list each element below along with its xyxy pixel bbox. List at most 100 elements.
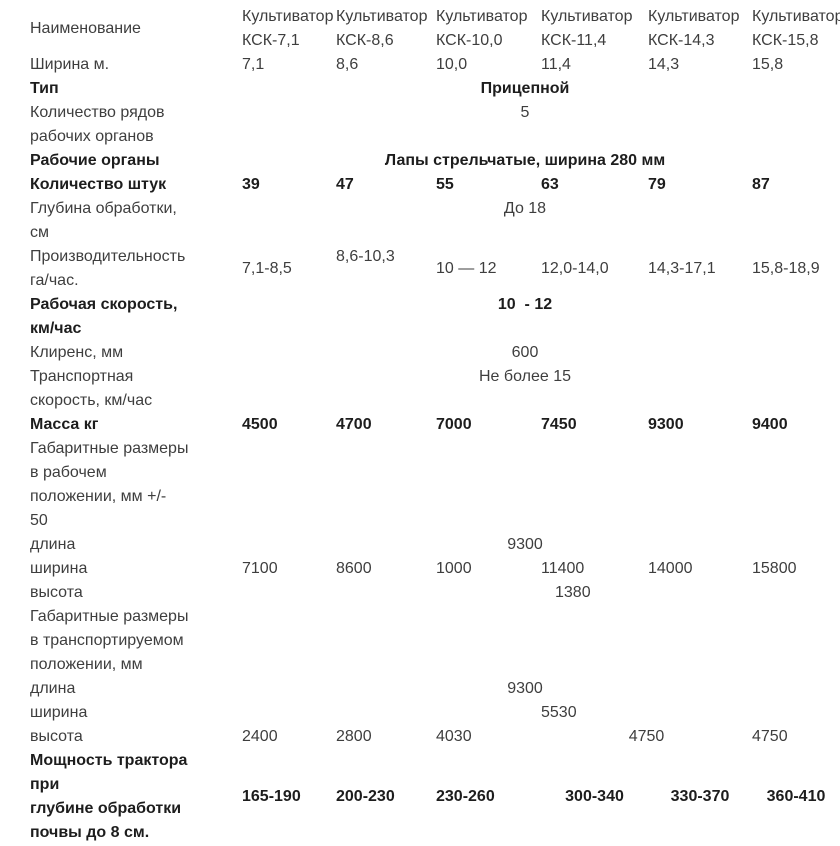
column-header: Культиватор КСК-15,8 [752, 8, 840, 49]
merged-value: 10 - 12 [497, 296, 553, 313]
empty-cells [242, 605, 840, 677]
merged-value: 9300 [507, 536, 543, 553]
row-header: Наименование Культиватор КСК-7,1 Культив… [30, 5, 840, 53]
cell-value: 55 [436, 176, 454, 193]
column-header: Культиватор КСК-10,0 [436, 8, 528, 49]
cell-value: 8,6-10,3 [336, 248, 395, 265]
row-label: Рабочие органы [30, 152, 160, 169]
merged-value: 600 [511, 344, 539, 361]
row-label: ширина [30, 704, 88, 721]
row-dims-transport-header: Габаритные размеры в транспортируемом по… [30, 605, 840, 677]
cell-value: 230-260 [436, 788, 495, 805]
cell-value: 39 [242, 176, 260, 193]
merged-value: 5 [520, 104, 530, 121]
cell-value: 8600 [336, 560, 372, 577]
cell-value: 14,3-17,1 [648, 260, 716, 277]
row-label: Габаритные размеры в транспортируемом по… [30, 608, 189, 673]
row-working-speed: Рабочая скорость, км/час 10 - 12 [30, 293, 840, 341]
row-type: Тип Прицепной [30, 77, 840, 101]
cell-value: 63 [541, 176, 559, 193]
cell-value: 1380 [555, 584, 591, 601]
cell-value: 15,8-18,9 [752, 260, 820, 277]
empty-cells [242, 437, 840, 533]
row-productivity: Производительность га/час. 7,1-8,5 8,6-1… [30, 245, 840, 293]
row-label: Мощность трактора при глубине обработки … [30, 752, 188, 841]
empty-cells [648, 581, 840, 605]
cell-value: 9400 [752, 416, 788, 433]
cell-value: 4030 [436, 728, 472, 745]
cell-value: 11400 [541, 560, 585, 577]
row-label: Клиренс, мм [30, 344, 124, 361]
row-mass: Масса кг 4500 4700 7000 7450 9300 9400 [30, 413, 840, 437]
cell-value: 2400 [242, 728, 278, 745]
row-label: Габаритные размеры в рабочем положении, … [30, 440, 189, 529]
row-dims-transport-length: длина 9300 [30, 677, 840, 701]
cell-value: 2800 [336, 728, 372, 745]
cell-value: 4700 [336, 416, 372, 433]
column-header: Культиватор КСК-8,6 [336, 8, 428, 49]
row-dims-transport-height: высота 2400 2800 4030 4750 4750 [30, 725, 840, 749]
cell-value: 165-190 [242, 788, 301, 805]
row-clearance: Клиренс, мм 600 [30, 341, 840, 365]
cell-value: 300-340 [565, 788, 624, 805]
row-label: длина [30, 680, 76, 697]
row-label: Количество рядов рабочих органов [30, 104, 165, 145]
cell-value: 14,3 [648, 56, 680, 73]
cell-value: 10,0 [436, 56, 468, 73]
cell-value: 47 [336, 176, 354, 193]
merged-value: Не более 15 [479, 368, 571, 385]
row-label: Глубина обработки, см [30, 200, 177, 241]
specs-table: Наименование Культиватор КСК-7,1 Культив… [30, 5, 840, 845]
merged-value: 9300 [507, 680, 543, 697]
cell-value: 4500 [242, 416, 278, 433]
cell-value: 12,0-14,0 [541, 260, 609, 277]
cell-value: 4750 [752, 728, 788, 745]
row-label: Рабочая скорость, км/час [30, 296, 178, 337]
merged-value: 4750 [628, 728, 665, 745]
cell-value: 7100 [242, 560, 278, 577]
row-label: Наименование [30, 20, 141, 37]
cell-value: 79 [648, 176, 666, 193]
cell-value: 9300 [648, 416, 684, 433]
row-label: высота [30, 728, 83, 745]
merged-value: Лапы стрельчатые, ширина 280 мм [384, 152, 666, 169]
row-label: Масса кг [30, 416, 99, 433]
row-label: ширина [30, 560, 88, 577]
row-working-organs: Рабочие органы Лапы стрельчатые, ширина … [30, 149, 840, 173]
merged-value: До 18 [503, 200, 547, 217]
row-label: высота [30, 584, 83, 601]
row-label: длина [30, 536, 76, 553]
row-label: Транспортная скорость, км/час [30, 368, 153, 409]
cell-value: 87 [752, 176, 770, 193]
cell-value: 7000 [436, 416, 472, 433]
row-pieces-count: Количество штук 39 47 55 63 79 87 [30, 173, 840, 197]
empty-cells [242, 581, 541, 605]
cell-value: 8,6 [336, 56, 359, 73]
row-label: Тип [30, 80, 59, 97]
empty-cells [648, 701, 840, 725]
row-dims-working-height: высота 1380 [30, 581, 840, 605]
column-header: Культиватор КСК-14,3 [648, 8, 740, 49]
cell-value: 200-230 [336, 788, 395, 805]
row-dims-working-width: ширина 7100 8600 1000 11400 14000 15800 [30, 557, 840, 581]
merged-value: Прицепной [480, 80, 570, 97]
cell-value: 7,1-8,5 [242, 260, 292, 277]
row-tractor-power: Мощность трактора при глубине обработки … [30, 749, 840, 845]
row-working-width: Ширина м. 7,1 8,6 10,0 11,4 14,3 15,8 [30, 53, 840, 77]
cell-value: 7,1 [242, 56, 265, 73]
row-label: Производительность га/час. [30, 248, 186, 289]
row-transport-speed: Транспортная скорость, км/час Не более 1… [30, 365, 840, 413]
row-dims-working-length: длина 9300 [30, 533, 840, 557]
cell-value: 11,4 [541, 56, 571, 73]
column-header: Культиватор КСК-7,1 [242, 8, 334, 49]
cell-value: 15,8 [752, 56, 784, 73]
row-depth: Глубина обработки, см До 18 [30, 197, 840, 245]
row-label: Ширина м. [30, 56, 110, 73]
cell-value: 10 — 12 [436, 260, 497, 277]
cell-value: 1000 [436, 560, 472, 577]
empty-cells [242, 701, 541, 725]
row-dims-transport-width: ширина 5530 [30, 701, 840, 725]
cell-value: 15800 [752, 560, 797, 577]
column-header: Культиватор КСК-11,4 [541, 8, 633, 49]
